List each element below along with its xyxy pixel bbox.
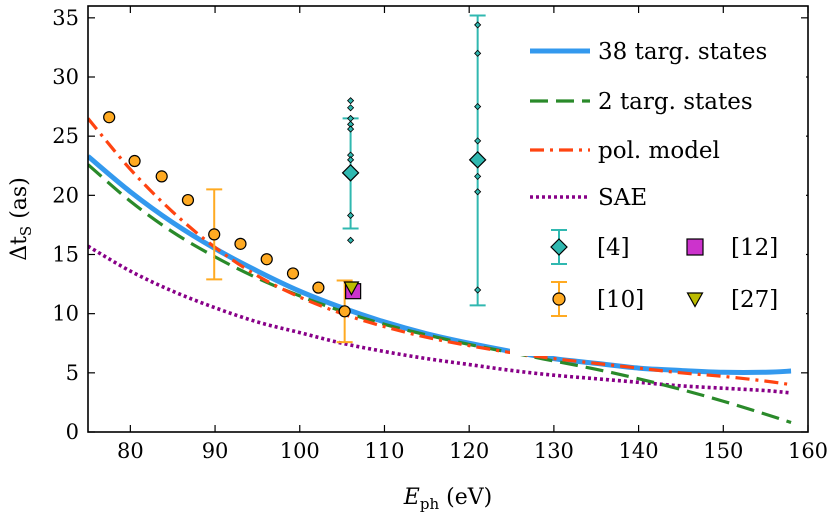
y-tick-label: 30: [52, 65, 79, 89]
series-markers: [103, 14, 487, 344]
legend-label: 38 targ. states: [598, 39, 767, 65]
scatter-point-ref4: [474, 137, 482, 145]
data-point-ref27: [343, 281, 360, 296]
scatter-point-ref4: [347, 236, 355, 244]
data-point-ref10: [260, 253, 273, 266]
scatter-point-ref4: [474, 21, 482, 29]
data-point-ref10: [128, 154, 141, 168]
y-tick-label: 5: [66, 361, 79, 385]
x-tick-label: 80: [117, 439, 144, 463]
scatter-point-ref4: [347, 97, 355, 105]
legend-marker: [686, 238, 704, 256]
data-point-ref10: [234, 237, 247, 250]
scatter-point-ref4: [347, 156, 355, 164]
x-tick-label: 130: [534, 439, 574, 463]
scatter-point-ref4: [347, 211, 355, 220]
legend-marker: [686, 292, 704, 308]
x-tick-label: 120: [449, 439, 489, 463]
curves-clipped: [88, 117, 792, 425]
line-pol-model: [88, 117, 792, 387]
legend-label: [4]: [597, 235, 630, 261]
data-point-ref10: [286, 267, 300, 280]
series-lines: [88, 117, 792, 425]
x-tick-label: 100: [280, 439, 320, 463]
scatter-point-ref4: [347, 104, 355, 112]
line-2-targ-states: [88, 163, 792, 425]
x-tick-label: 160: [788, 439, 828, 463]
data-point-ref10: [155, 170, 168, 183]
y-tick-label: 20: [52, 183, 79, 207]
data-point-ref10: [103, 111, 116, 124]
x-tick-label: 90: [202, 439, 229, 463]
legend-marker: [550, 238, 568, 256]
y-tick-label: 0: [66, 420, 79, 444]
legend-label: [12]: [731, 235, 778, 261]
x-tick-label: 110: [364, 439, 404, 463]
scatter-point-ref4: [474, 286, 482, 294]
legend-label: [27]: [731, 287, 778, 313]
y-tick-label: 15: [52, 243, 79, 267]
data-point-ref10: [338, 305, 351, 318]
scatter-point-ref4: [474, 103, 482, 111]
legend: 38 targ. states 2 targ. states pol. model S…: [510, 30, 806, 356]
plot-frame: [87, 5, 809, 433]
scatter-point-ref4: [474, 188, 482, 196]
data-point-ref10: [181, 193, 195, 207]
x-tick-label: 140: [619, 439, 659, 463]
scatter-point-ref4: [347, 114, 355, 122]
legend-label: SAE: [598, 185, 647, 211]
x-tick-label: 150: [703, 439, 743, 463]
y-tick-label: 35: [52, 6, 79, 30]
y-tick-label: 25: [52, 124, 79, 148]
data-point-ref4: [341, 164, 360, 182]
line-sae: [88, 244, 792, 395]
y-tick-label: 10: [52, 302, 79, 326]
axis-labels: Eph (eV) ΔtS (as): [7, 177, 492, 513]
scatter-point-ref4: [347, 125, 355, 133]
scatter-point-ref4: [474, 49, 482, 57]
data-point-ref10: [312, 281, 325, 294]
legend-label: 2 targ. states: [598, 89, 753, 115]
data-point-ref4: [468, 150, 487, 169]
y-axis-label: ΔtS (as): [7, 177, 35, 261]
scatter-point-ref4: [474, 172, 482, 180]
legend-marker: [552, 292, 566, 306]
x-axis-label: Eph (eV): [403, 485, 492, 513]
legend-label: [10]: [597, 287, 644, 313]
data-point-ref10: [208, 228, 221, 241]
legend-label: pol. model: [598, 138, 720, 164]
